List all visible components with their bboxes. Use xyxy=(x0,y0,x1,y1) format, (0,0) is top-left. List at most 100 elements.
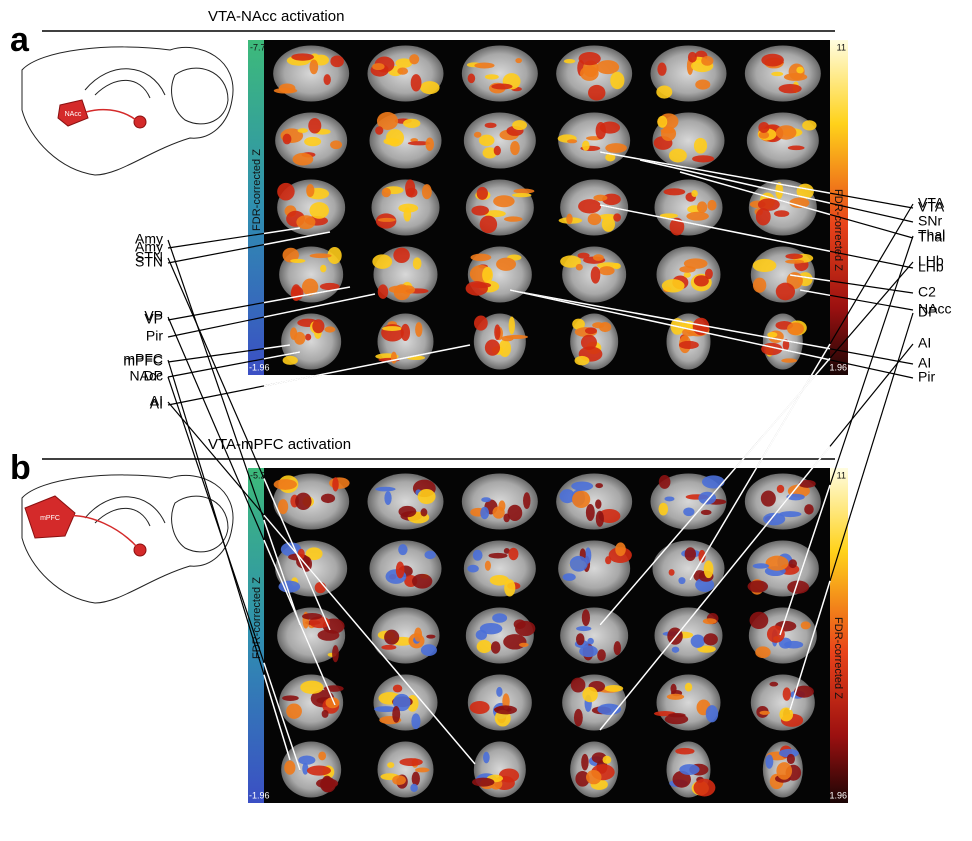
activation-blob xyxy=(582,687,597,702)
activation-blob xyxy=(413,257,422,269)
region-label: DP xyxy=(918,304,937,320)
activation-blob xyxy=(779,707,793,721)
activation-blob xyxy=(512,120,527,130)
activation-blob xyxy=(599,266,615,275)
activation-blob xyxy=(576,264,583,271)
activation-blob xyxy=(585,327,597,334)
activation-blob xyxy=(324,326,335,332)
cerebellum xyxy=(172,68,228,124)
activation-blob xyxy=(702,475,725,488)
activation-blob xyxy=(503,634,526,649)
activation-blob xyxy=(787,322,804,335)
activation-blob xyxy=(706,705,718,722)
activation-blob xyxy=(592,322,604,328)
activation-blob xyxy=(375,487,395,492)
activation-blob xyxy=(505,335,528,339)
activation-blob xyxy=(384,630,399,645)
activation-blob xyxy=(302,613,322,620)
activation-blob xyxy=(785,260,804,264)
figure: aVTA-NAcc activationNAcc-7.7-1.96111.96F… xyxy=(0,0,972,841)
activation-blob xyxy=(401,324,410,341)
region-label: AI xyxy=(150,393,163,409)
activation-blob xyxy=(496,258,516,271)
activation-blob xyxy=(492,613,507,623)
activation-blob xyxy=(776,283,795,301)
activation-blob xyxy=(784,641,803,649)
activation-blob xyxy=(290,259,305,263)
activation-blob xyxy=(504,216,522,221)
activation-blob xyxy=(295,493,311,510)
region-label: mPFC xyxy=(123,351,163,367)
activation-blob xyxy=(472,778,494,787)
activation-blob xyxy=(605,556,611,564)
colorbar-right-top: 11 xyxy=(837,42,846,52)
activation-blob xyxy=(578,199,601,213)
activation-blob xyxy=(691,635,705,648)
activation-blob xyxy=(294,332,305,345)
activation-blob xyxy=(507,505,522,521)
activation-blob xyxy=(284,760,295,774)
colorbar-right-top: 11 xyxy=(837,470,846,480)
activation-blob xyxy=(426,635,435,639)
colorbar-left-label: FDR-corrected Z xyxy=(251,149,263,231)
activation-blob xyxy=(683,507,694,516)
activation-blob xyxy=(403,119,420,128)
activation-blob xyxy=(697,201,707,213)
activation-blob xyxy=(399,506,417,517)
activation-blob xyxy=(468,74,476,84)
activation-blob xyxy=(579,645,598,657)
activation-blob xyxy=(282,695,299,701)
activation-blob xyxy=(467,565,478,573)
colorbar-left-label: FDR-corrected Z xyxy=(251,577,263,659)
colorbar-left-bottom: -1.96 xyxy=(249,362,270,372)
activation-blob xyxy=(332,477,339,491)
activation-blob xyxy=(479,135,495,146)
activation-blob xyxy=(789,559,797,568)
activation-blob xyxy=(586,504,595,521)
activation-blob xyxy=(396,561,405,578)
activation-blob xyxy=(605,143,627,153)
activation-blob xyxy=(596,511,604,527)
activation-blob xyxy=(761,491,776,507)
hippocampus xyxy=(85,69,165,98)
activation-blob xyxy=(412,574,432,589)
activation-blob xyxy=(309,202,329,219)
activation-blob xyxy=(312,319,324,333)
activation-blob xyxy=(595,499,601,509)
activation-blob xyxy=(571,678,586,693)
activation-blob xyxy=(750,612,769,629)
activation-blob xyxy=(582,609,590,626)
activation-blob xyxy=(758,122,769,133)
activation-blob xyxy=(401,285,415,294)
region-label: Pir xyxy=(918,369,935,385)
activation-blob xyxy=(581,754,588,771)
activation-blob xyxy=(421,644,437,656)
activation-blob xyxy=(512,193,532,197)
brain-outline xyxy=(22,475,233,603)
activation-blob xyxy=(664,496,674,501)
activation-blob xyxy=(414,628,422,642)
activation-blob xyxy=(318,751,326,760)
activation-blob xyxy=(571,482,593,491)
activation-blob xyxy=(499,340,511,357)
activation-blob xyxy=(480,623,503,634)
activation-blob xyxy=(485,561,491,571)
activation-blob xyxy=(661,126,676,141)
brain-outline xyxy=(22,47,233,175)
activation-blob xyxy=(692,155,714,162)
activation-blob xyxy=(705,269,713,280)
activation-blob xyxy=(425,137,434,151)
activation-blob xyxy=(801,621,811,629)
activation-blob xyxy=(804,504,814,515)
activation-blob xyxy=(776,125,797,140)
activation-blob xyxy=(586,770,601,784)
activation-blob xyxy=(662,279,685,292)
activation-blob xyxy=(308,118,321,134)
activation-blob xyxy=(787,754,795,764)
activation-blob xyxy=(315,582,326,593)
activation-blob xyxy=(291,53,314,60)
activation-blob xyxy=(474,316,488,331)
activation-blob xyxy=(781,358,797,362)
activation-blob xyxy=(755,646,770,658)
activation-blob xyxy=(614,641,621,655)
